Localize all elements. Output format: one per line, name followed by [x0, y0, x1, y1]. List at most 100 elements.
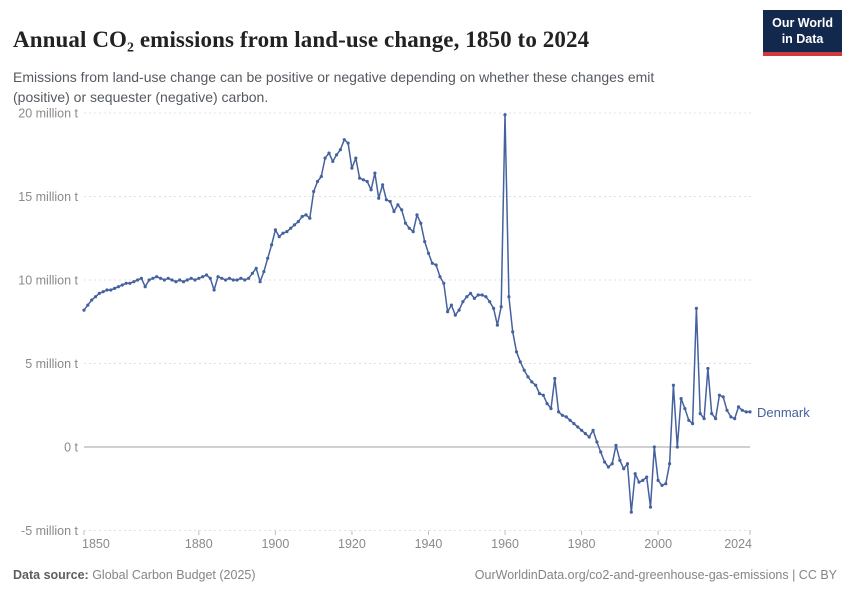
data-point[interactable]	[335, 153, 339, 157]
data-point[interactable]	[599, 450, 603, 454]
data-point[interactable]	[113, 286, 117, 290]
data-point[interactable]	[744, 410, 748, 414]
data-point[interactable]	[560, 413, 565, 417]
data-point[interactable]	[285, 230, 289, 234]
data-point[interactable]	[472, 296, 476, 300]
data-point[interactable]	[583, 432, 588, 436]
data-point[interactable]	[185, 278, 189, 282]
data-point[interactable]	[174, 280, 178, 284]
data-point[interactable]	[541, 393, 545, 397]
data-point[interactable]	[361, 178, 365, 182]
data-point[interactable]	[247, 276, 251, 280]
data-point[interactable]	[132, 280, 136, 284]
data-point[interactable]	[645, 475, 649, 479]
data-point[interactable]	[82, 308, 86, 312]
data-point[interactable]	[411, 230, 415, 234]
data-point[interactable]	[687, 418, 691, 422]
data-point[interactable]	[105, 288, 109, 292]
data-point[interactable]	[396, 203, 400, 207]
data-point[interactable]	[101, 290, 105, 294]
data-point[interactable]	[338, 148, 342, 152]
data-point[interactable]	[415, 213, 419, 217]
data-point[interactable]	[120, 283, 124, 287]
data-point[interactable]	[212, 288, 216, 292]
data-point[interactable]	[648, 505, 653, 509]
data-point[interactable]	[691, 422, 695, 426]
data-point[interactable]	[116, 285, 120, 289]
data-point[interactable]	[384, 198, 388, 202]
data-point[interactable]	[159, 276, 163, 280]
data-point[interactable]	[465, 295, 469, 299]
data-point[interactable]	[300, 214, 304, 219]
data-point[interactable]	[518, 360, 522, 364]
data-point[interactable]	[476, 293, 480, 297]
data-point[interactable]	[143, 285, 147, 289]
data-point[interactable]	[683, 407, 687, 411]
data-point[interactable]	[603, 460, 607, 464]
footer-link[interactable]: OurWorldinData.org/co2-and-greenhouse-ga…	[474, 568, 837, 582]
data-point[interactable]	[277, 235, 281, 239]
data-point[interactable]	[270, 243, 274, 247]
data-point[interactable]	[568, 418, 572, 422]
data-point[interactable]	[296, 220, 300, 224]
data-point[interactable]	[400, 208, 404, 212]
data-point[interactable]	[204, 273, 209, 277]
data-point[interactable]	[622, 467, 626, 471]
data-point[interactable]	[591, 428, 595, 432]
data-point[interactable]	[679, 397, 683, 401]
data-point[interactable]	[124, 281, 128, 285]
data-point[interactable]	[220, 276, 224, 280]
data-point[interactable]	[706, 366, 710, 371]
data-point[interactable]	[327, 151, 331, 155]
data-point[interactable]	[618, 458, 622, 462]
data-point[interactable]	[403, 221, 408, 225]
data-point[interactable]	[170, 278, 174, 282]
data-point[interactable]	[235, 278, 239, 282]
data-point[interactable]	[522, 368, 526, 372]
data-point[interactable]	[526, 375, 530, 379]
data-point[interactable]	[109, 288, 113, 292]
data-point[interactable]	[166, 276, 170, 280]
data-point[interactable]	[434, 263, 438, 267]
data-point[interactable]	[587, 435, 591, 439]
data-point[interactable]	[323, 156, 327, 160]
data-point[interactable]	[549, 407, 553, 411]
data-point[interactable]	[227, 276, 231, 280]
denmark-line[interactable]	[83, 113, 750, 513]
data-point[interactable]	[717, 393, 722, 397]
data-point[interactable]	[381, 183, 385, 187]
data-point[interactable]	[273, 228, 277, 232]
data-point[interactable]	[97, 291, 101, 295]
data-point[interactable]	[430, 261, 434, 265]
owid-logo[interactable]: Our World in Data	[763, 10, 842, 57]
data-point[interactable]	[736, 405, 741, 409]
data-point[interactable]	[461, 300, 465, 304]
data-point[interactable]	[358, 176, 362, 180]
data-point[interactable]	[675, 445, 679, 449]
data-point[interactable]	[564, 415, 568, 419]
data-point[interactable]	[614, 443, 618, 447]
data-point[interactable]	[243, 278, 247, 282]
data-point[interactable]	[365, 179, 369, 184]
data-point[interactable]	[637, 480, 641, 484]
data-point[interactable]	[671, 383, 676, 387]
data-point[interactable]	[354, 156, 358, 160]
data-point[interactable]	[514, 350, 519, 354]
data-point[interactable]	[499, 305, 503, 309]
data-point[interactable]	[331, 159, 335, 163]
data-point[interactable]	[572, 422, 576, 426]
data-point[interactable]	[147, 278, 151, 282]
data-point[interactable]	[407, 226, 411, 230]
data-point[interactable]	[660, 483, 664, 487]
data-point[interactable]	[162, 278, 166, 282]
data-point[interactable]	[537, 392, 542, 396]
data-point[interactable]	[250, 271, 254, 275]
data-point[interactable]	[423, 240, 427, 244]
data-point[interactable]	[93, 295, 98, 299]
data-point[interactable]	[258, 280, 262, 284]
data-point[interactable]	[281, 231, 285, 235]
data-point[interactable]	[231, 278, 235, 282]
data-point[interactable]	[216, 275, 220, 279]
data-point[interactable]	[748, 410, 752, 414]
